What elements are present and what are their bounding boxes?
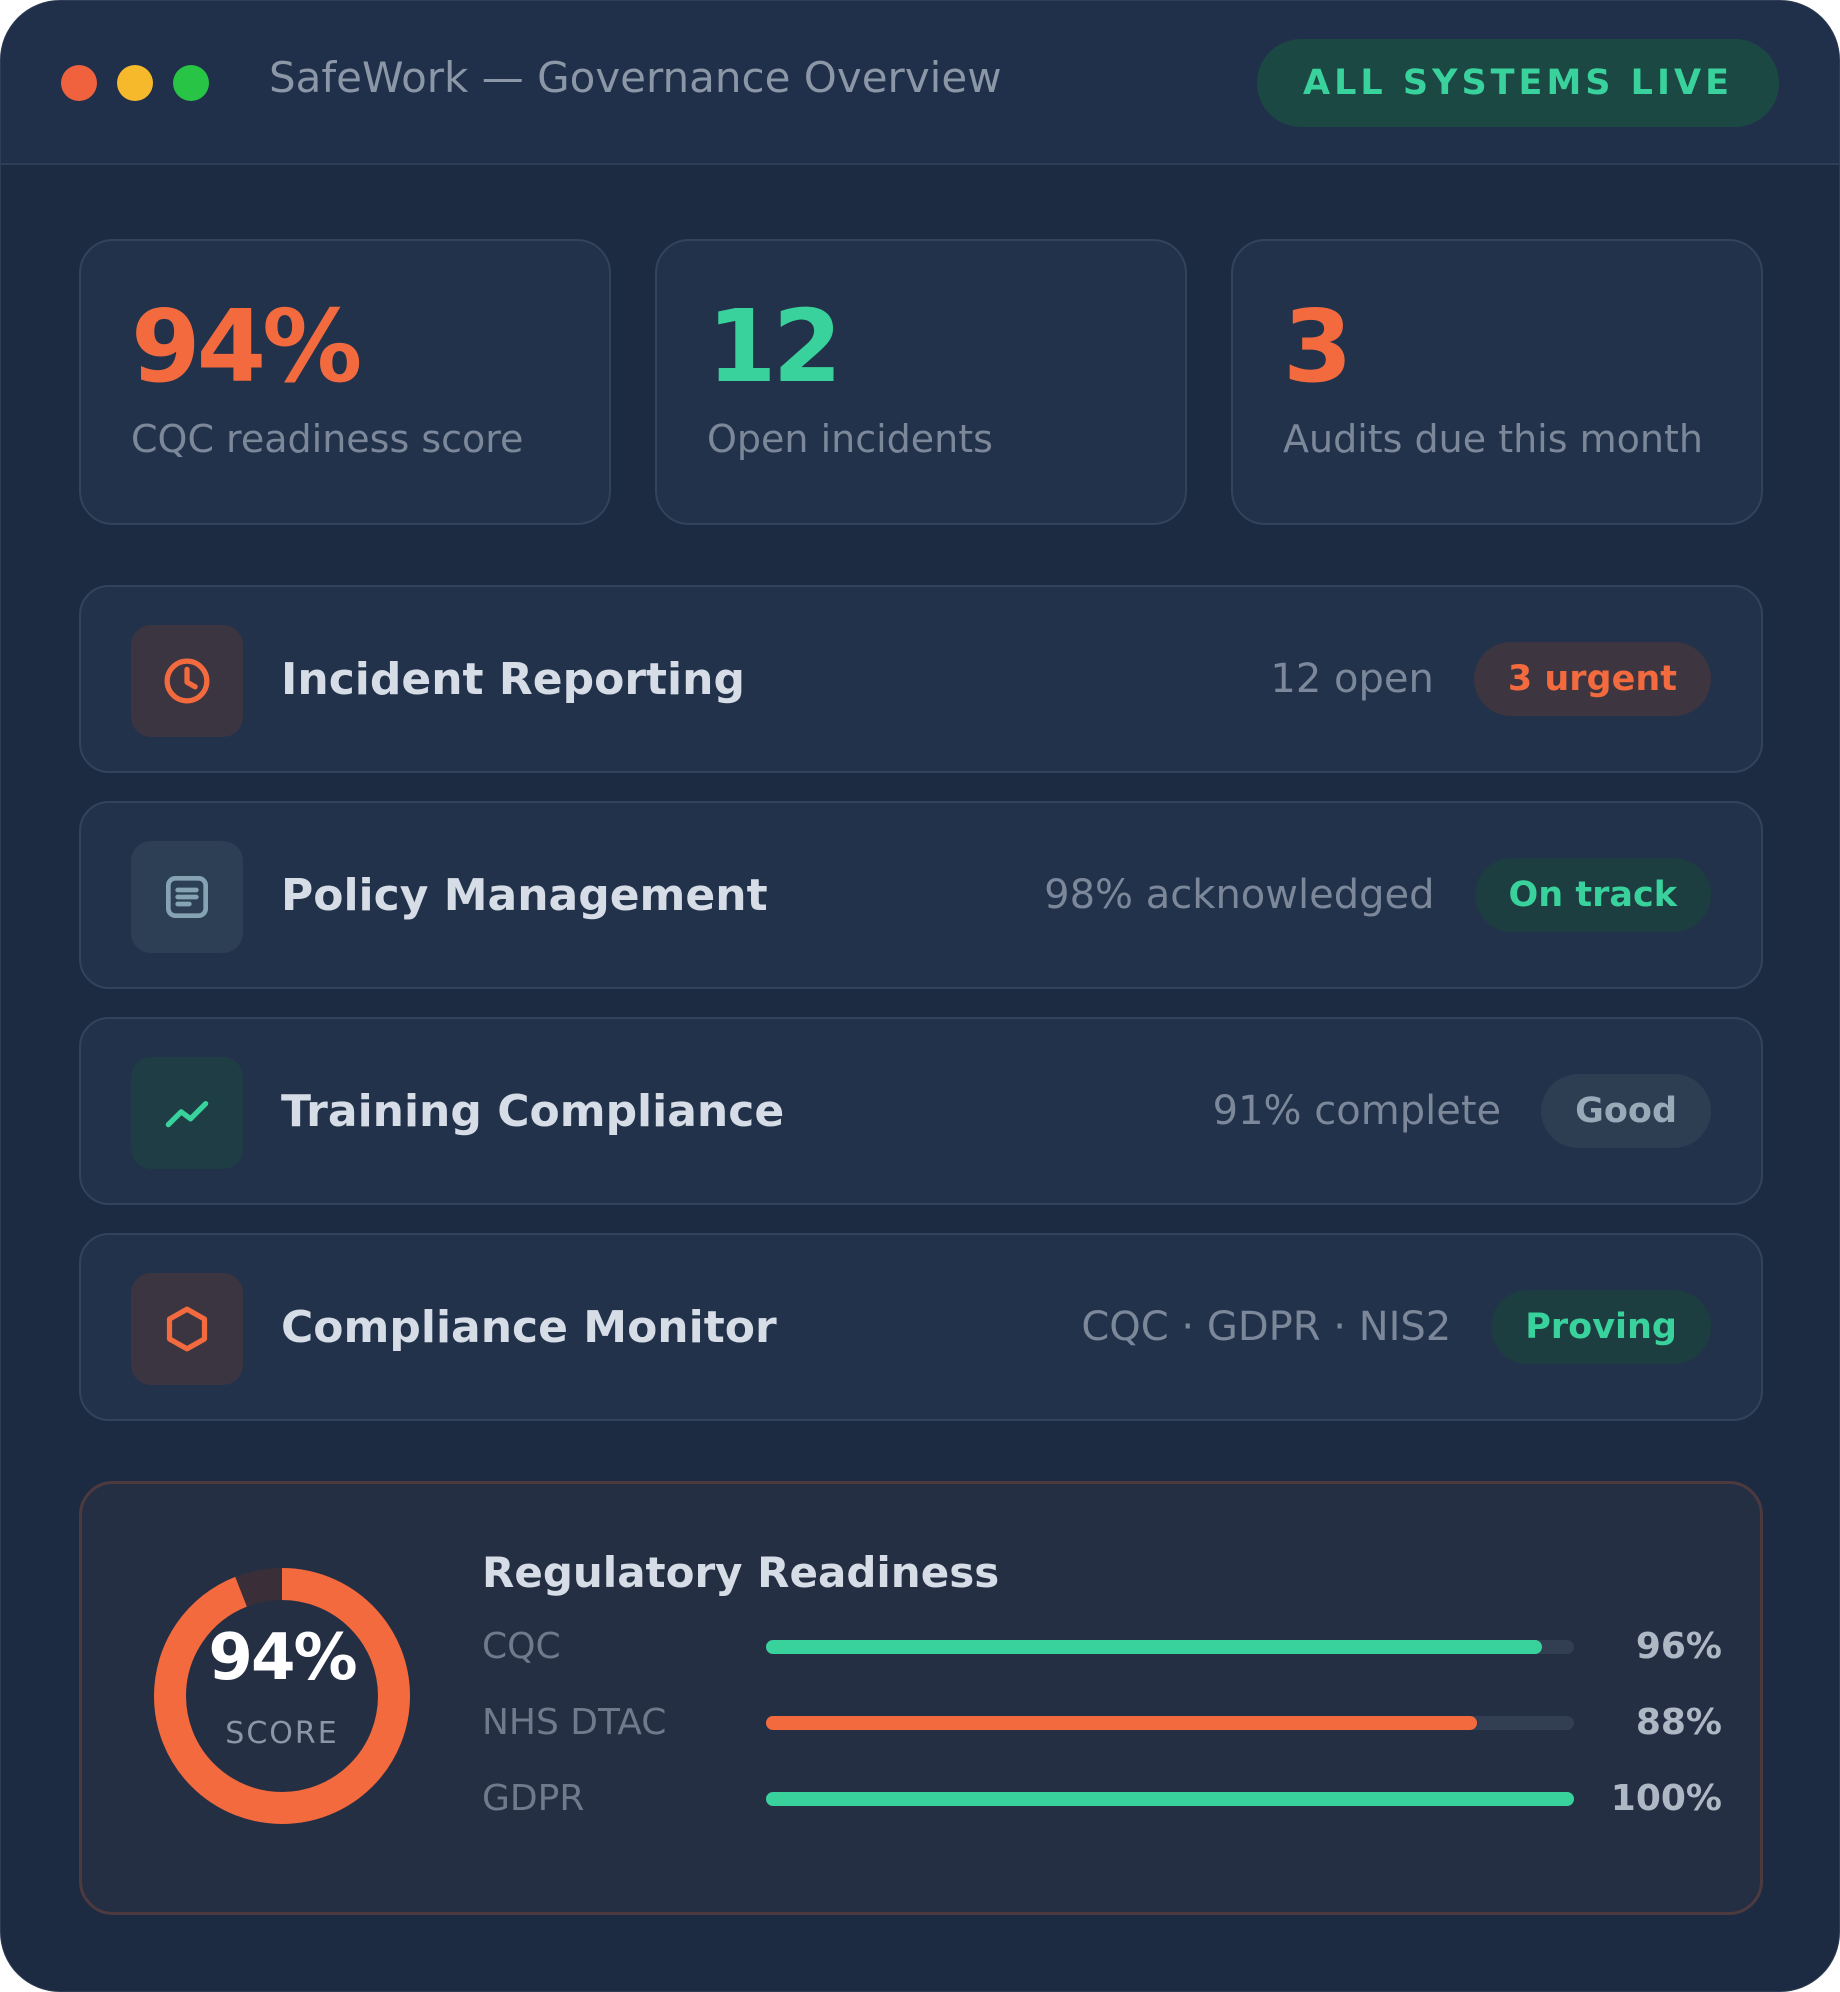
regulatory-readiness-panel: 94% SCORE Regulatory Readiness CQC 96% N… [79,1481,1763,1915]
module-title: Incident Reporting [281,653,745,705]
module-meta: CQC · GDPR · NIS2 [1081,1304,1452,1350]
stat-label: Open incidents [707,417,993,461]
readiness-name: GDPR [482,1777,585,1819]
progress-track [766,1716,1574,1730]
progress-fill [766,1640,1542,1654]
status-badge: Proving [1491,1290,1711,1364]
module-meta: 98% acknowledged [1044,872,1435,918]
stat-card-readiness[interactable]: 94% CQC readiness score [79,239,611,525]
stat-value: 3 [1283,288,1353,405]
hexagon-icon [131,1273,243,1385]
module-row-compliance-monitor[interactable]: Compliance Monitor CQC · GDPR · NIS2 Pro… [79,1233,1763,1421]
system-status-badge: ALL SYSTEMS LIVE [1257,39,1779,127]
minimize-window-button[interactable] [117,65,153,101]
score-donut [154,1568,410,1824]
module-title: Training Compliance [281,1085,785,1137]
score-value: 94% [208,1621,357,1695]
readiness-name: NHS DTAC [482,1701,667,1743]
progress-track [766,1792,1574,1806]
document-icon [131,841,243,953]
status-badge: On track [1474,858,1711,932]
window-title: SafeWork — Governance Overview [269,53,1002,102]
progress-fill [766,1716,1478,1730]
readiness-title: Regulatory Readiness [482,1548,1000,1597]
stat-label: Audits due this month [1283,417,1703,461]
readiness-name: CQC [482,1625,561,1667]
readiness-row-gdpr: GDPR 100% [482,1768,1722,1828]
readiness-percent: 88% [1635,1701,1722,1743]
score-label: SCORE [225,1716,339,1751]
maximize-window-button[interactable] [173,65,209,101]
module-row-policy-management[interactable]: Policy Management 98% acknowledged On tr… [79,801,1763,989]
stat-label: CQC readiness score [131,417,524,461]
readiness-percent: 100% [1610,1777,1722,1819]
stat-value: 12 [707,288,842,405]
readiness-row-cqc: CQC 96% [482,1616,1722,1676]
clock-icon [131,625,243,737]
module-row-training-compliance[interactable]: Training Compliance 91% complete Good [79,1017,1763,1205]
stat-card-audits[interactable]: 3 Audits due this month [1231,239,1763,525]
readiness-percent: 96% [1635,1625,1722,1667]
progress-track [766,1640,1574,1654]
trend-icon [131,1057,243,1169]
status-badge: 3 urgent [1473,642,1711,716]
score-donut-arc [154,1568,410,1824]
status-badge: Good [1541,1074,1711,1148]
progress-fill [766,1792,1574,1806]
module-row-incident-reporting[interactable]: Incident Reporting 12 open 3 urgent [79,585,1763,773]
module-title: Compliance Monitor [281,1301,777,1353]
module-title: Policy Management [281,869,768,921]
module-meta: 12 open [1270,656,1434,702]
close-window-button[interactable] [61,65,97,101]
stat-value: 94% [131,288,362,405]
readiness-row-nhs-dtac: NHS DTAC 88% [482,1692,1722,1752]
title-bar: SafeWork — Governance Overview ALL SYSTE… [1,1,1839,165]
stat-card-incidents[interactable]: 12 Open incidents [655,239,1187,525]
module-meta: 91% complete [1212,1088,1502,1134]
